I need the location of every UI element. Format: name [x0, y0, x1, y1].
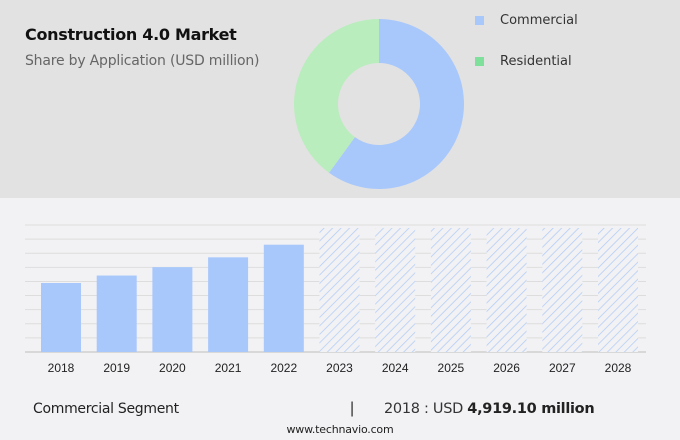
legend-swatch-commercial-icon: [475, 16, 484, 25]
x-tick-label: 2026: [493, 361, 520, 375]
bar-2023[interactable]: [319, 228, 360, 352]
x-tick-label: 2025: [437, 361, 465, 375]
x-tick-label: 2021: [214, 361, 242, 375]
x-tick-label: 2020: [159, 361, 186, 375]
segment-label: Commercial Segment: [33, 401, 179, 417]
bar-2028[interactable]: [598, 228, 638, 352]
chart-subtitle: Share by Application (USD million): [25, 53, 260, 69]
segment-value: 2018 : USD 4,919.10 million: [384, 401, 595, 417]
bars: [41, 228, 638, 352]
legend-label: Commercial: [500, 13, 578, 28]
x-tick-label: 2023: [326, 361, 353, 375]
donut-slice-residential[interactable]: [293, 19, 379, 173]
legend-label: Residential: [500, 54, 572, 69]
top-panel: Construction 4.0 Market Share by Applica…: [0, 0, 680, 198]
segment-value-prefix: 2018 : USD: [384, 401, 468, 417]
source-link[interactable]: www.technavio.com: [286, 423, 394, 436]
bar-2026[interactable]: [486, 228, 527, 352]
legend-swatch-residential-icon: [475, 57, 484, 66]
x-tick-label: 2027: [548, 361, 576, 375]
bar-2027[interactable]: [542, 228, 583, 352]
legend-item-commercial[interactable]: Commercial: [475, 13, 578, 28]
x-tick-label: 2022: [270, 361, 298, 375]
bar-2021[interactable]: [208, 257, 249, 352]
donut-slice-commercial[interactable]: [329, 19, 464, 189]
x-tick-label: 2024: [381, 361, 409, 375]
x-tick-label: 2028: [604, 361, 632, 375]
footer-separator: |: [350, 400, 355, 417]
bar-2019[interactable]: [96, 275, 137, 352]
bar-2022[interactable]: [263, 244, 304, 352]
bar-2025[interactable]: [430, 228, 471, 352]
bar-2020[interactable]: [152, 267, 193, 352]
segment-value-amount: 4,919.10 million: [467, 401, 595, 417]
donut-chart: [293, 19, 464, 189]
x-tick-label: 2019: [103, 361, 131, 375]
bar-2018[interactable]: [41, 283, 81, 352]
chart-title: Construction 4.0 Market: [25, 25, 237, 44]
bar-2024[interactable]: [375, 228, 416, 352]
legend-item-residential[interactable]: Residential: [475, 54, 572, 69]
x-tick-label: 2018: [47, 361, 75, 375]
